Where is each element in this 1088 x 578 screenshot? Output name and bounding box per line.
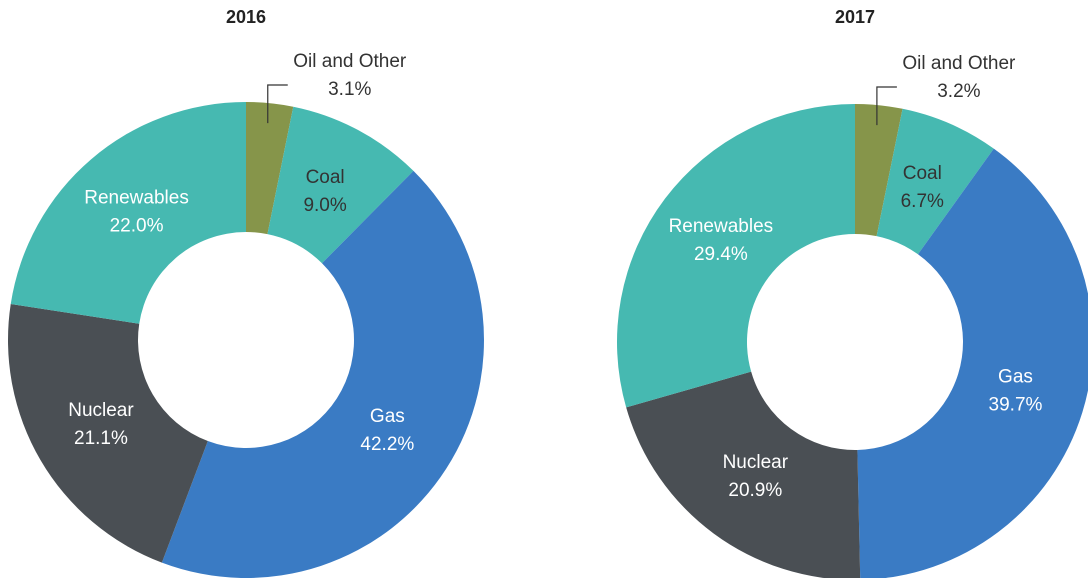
slice-value-label: 6.7% (901, 191, 944, 212)
slice-value-label: 22.0% (110, 216, 164, 237)
slice-label: Oil and Other (902, 53, 1016, 74)
leader-line (876, 86, 897, 126)
slice-value-label: 39.7% (989, 395, 1043, 416)
slice-label: Coal (903, 163, 942, 184)
donut-slice (246, 102, 294, 235)
slice-label: Coal (306, 167, 345, 188)
donut-slice (161, 170, 485, 578)
slice-value-label: 3.1% (328, 79, 371, 100)
donut-slice (855, 104, 903, 237)
donut-slice (8, 304, 208, 563)
slice-value-label: 20.9% (728, 480, 782, 501)
leader-line (267, 84, 288, 124)
slice-label: Gas (370, 406, 405, 427)
slice-value-label: 29.4% (694, 244, 748, 265)
donut-slice (10, 102, 247, 324)
slice-label: Renewables (84, 188, 189, 209)
donut-slice (626, 371, 861, 578)
slice-value-label: 3.2% (937, 81, 980, 102)
slice-label: Nuclear (68, 400, 134, 421)
donut-slice (617, 104, 855, 408)
slice-label: Gas (998, 367, 1033, 388)
donut-slice (267, 106, 414, 264)
donut-slice (876, 108, 994, 255)
slice-value-label: 21.1% (74, 428, 128, 449)
donut-slice (857, 148, 1088, 578)
slice-label: Nuclear (723, 452, 789, 473)
chart-title: 2017 (835, 7, 875, 27)
chart-title: 2016 (226, 7, 266, 27)
slice-label: Oil and Other (293, 51, 407, 72)
slice-value-label: 42.2% (360, 434, 414, 455)
slice-value-label: 9.0% (303, 195, 346, 216)
slice-label: Renewables (669, 216, 774, 237)
